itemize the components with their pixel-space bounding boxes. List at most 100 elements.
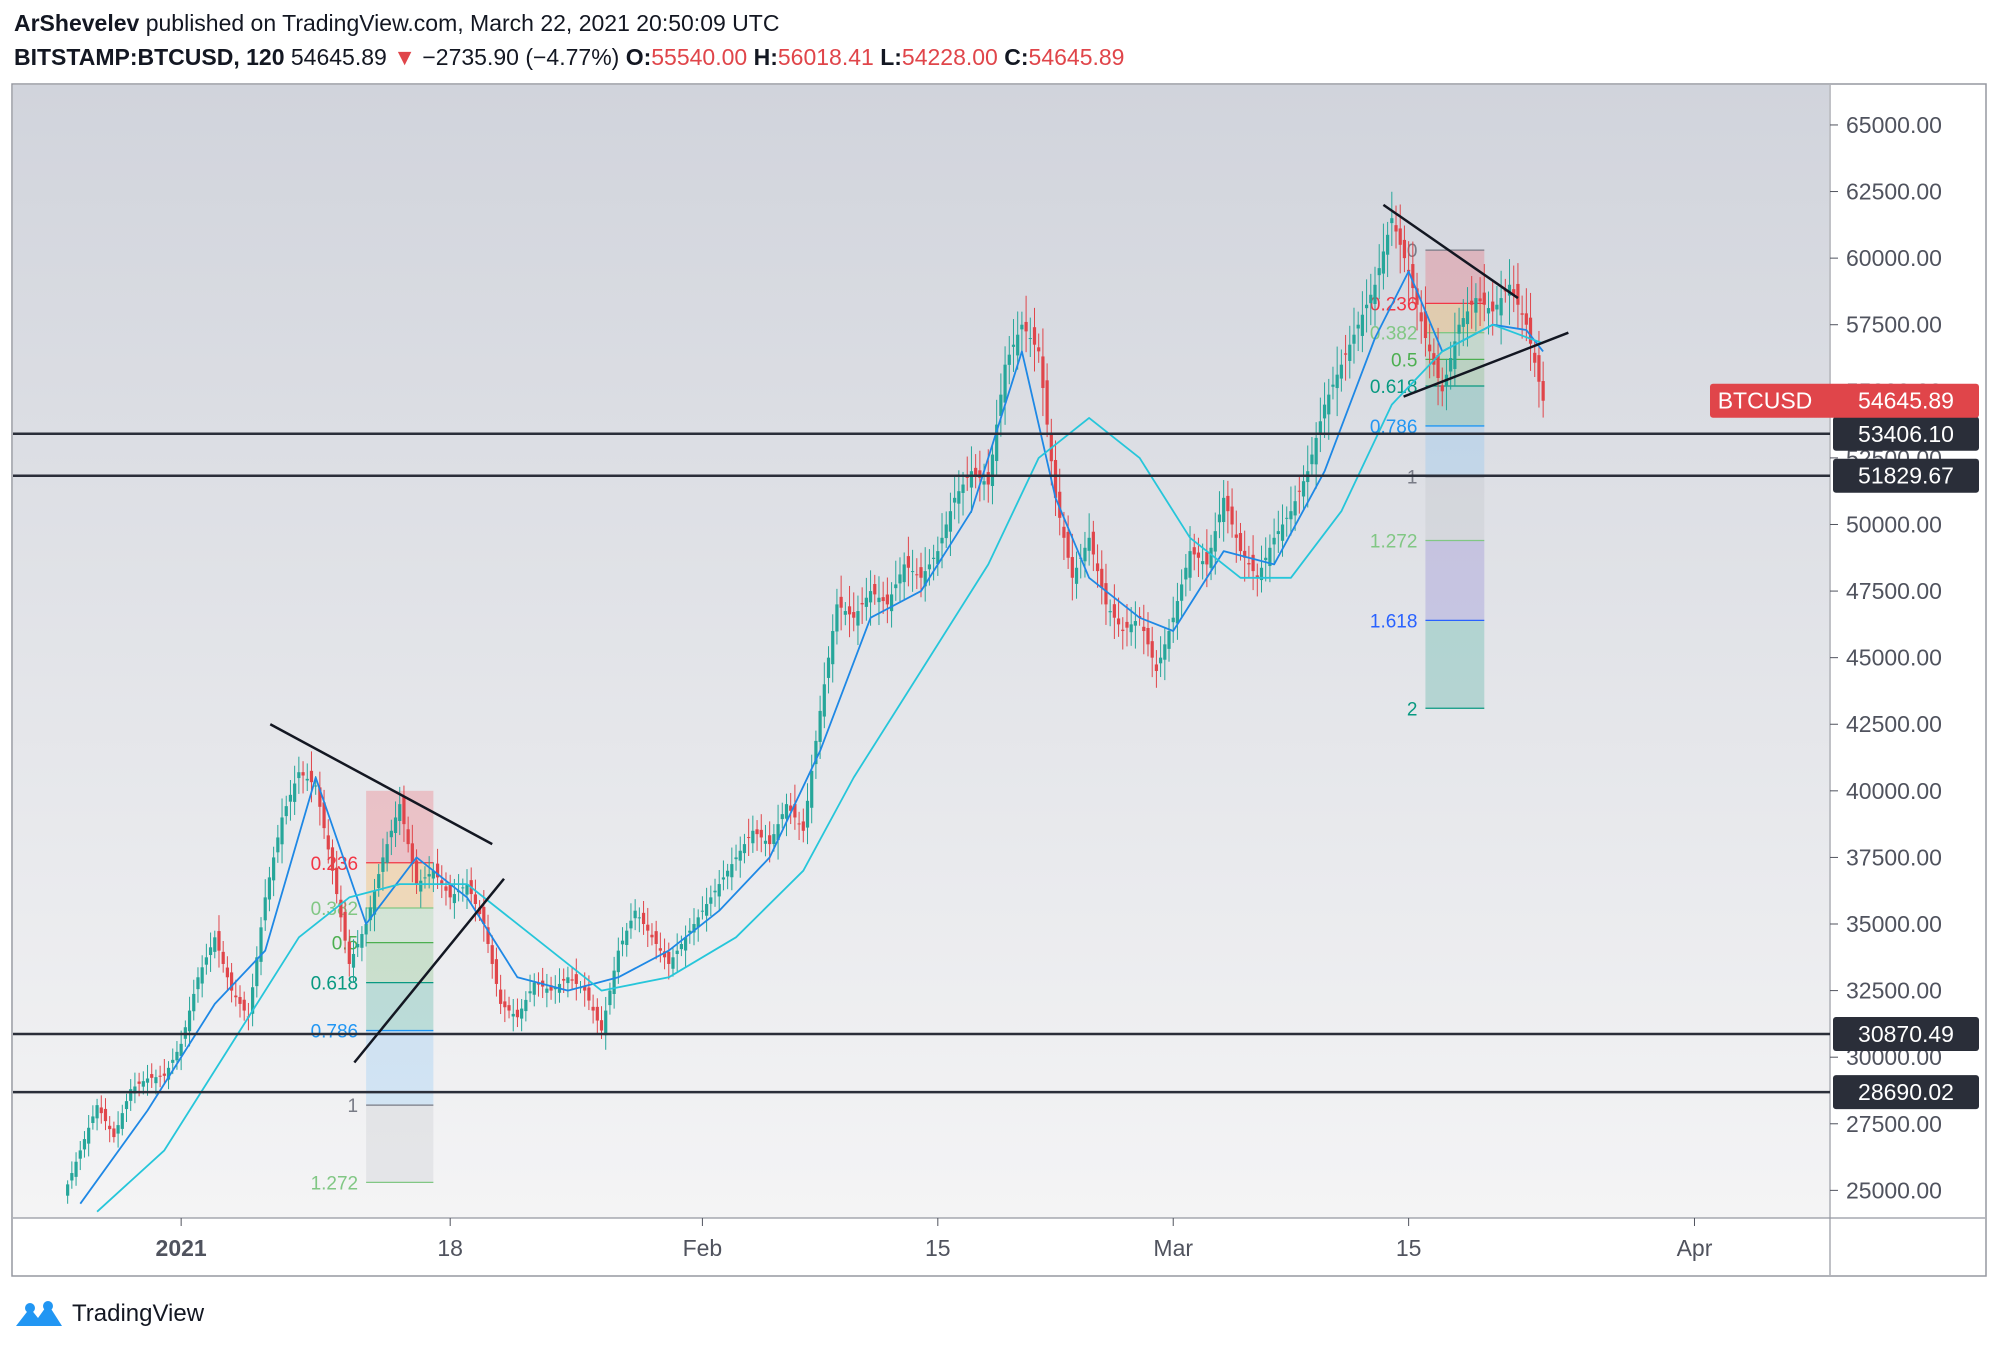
candle-body xyxy=(1486,308,1491,314)
candle-body xyxy=(881,597,885,602)
candle-body xyxy=(662,951,667,958)
candle xyxy=(1386,221,1390,278)
candle xyxy=(318,771,322,826)
candle xyxy=(448,874,452,910)
candle xyxy=(662,938,667,970)
candle xyxy=(969,446,974,513)
candle xyxy=(444,872,448,906)
candle xyxy=(112,1121,116,1143)
brand-name[interactable]: TradingView xyxy=(72,1300,205,1327)
fib-level-label: 0.5 xyxy=(1391,350,1417,371)
time-axis[interactable]: 2021 18 Feb 15 Mar 15 Apr xyxy=(156,1218,1713,1261)
candle xyxy=(738,836,742,878)
candle-body xyxy=(1293,501,1297,516)
candle xyxy=(1053,440,1058,517)
author-name[interactable]: ArShevelev xyxy=(14,10,140,36)
candle xyxy=(1474,283,1478,332)
candle-body xyxy=(831,631,835,665)
candle-body xyxy=(742,844,747,854)
candle xyxy=(667,942,671,980)
candle xyxy=(1087,513,1091,566)
candle-body xyxy=(650,934,654,938)
candle xyxy=(1428,323,1432,379)
candle xyxy=(801,808,805,843)
candle-body xyxy=(1264,557,1268,561)
candle xyxy=(389,819,393,856)
horizontal-levels[interactable] xyxy=(13,432,1830,1094)
candle-body xyxy=(1440,385,1444,392)
candle xyxy=(1238,522,1243,561)
candle xyxy=(889,582,894,628)
candle xyxy=(494,947,499,997)
candle-body xyxy=(1352,334,1356,344)
candle-body xyxy=(683,937,688,951)
candle-body xyxy=(133,1086,137,1094)
candle xyxy=(1495,285,1499,325)
candle-body xyxy=(1251,554,1255,572)
tradingview-logo-icon[interactable] xyxy=(14,1300,64,1328)
price-axis[interactable]: 25000.0027500.0030000.0032500.0035000.00… xyxy=(1830,112,1942,1203)
x-tick-label: 15 xyxy=(1396,1235,1422,1261)
level-tag-value: 28690.02 xyxy=(1858,1079,1954,1105)
candle xyxy=(1528,292,1533,371)
candle xyxy=(856,595,860,646)
candle-body xyxy=(162,1073,166,1076)
candle xyxy=(608,982,612,1015)
candle xyxy=(82,1131,87,1158)
candle-body xyxy=(503,1001,507,1008)
moving-averages xyxy=(79,270,1544,1213)
candle xyxy=(1318,397,1322,453)
candle-body xyxy=(473,894,478,905)
candle-body xyxy=(969,471,974,488)
y-tick-label: 32500.00 xyxy=(1846,978,1942,1004)
candle xyxy=(1348,325,1352,379)
candle xyxy=(822,662,826,729)
trendline[interactable] xyxy=(269,723,493,846)
trendlines[interactable] xyxy=(269,203,1569,1064)
candle-body xyxy=(1201,561,1205,565)
candle-body xyxy=(272,857,276,881)
trendline[interactable] xyxy=(1403,331,1569,398)
candle xyxy=(1167,618,1171,662)
candle xyxy=(755,820,759,851)
candle-body xyxy=(910,571,915,573)
candle xyxy=(150,1063,154,1088)
candle xyxy=(1331,366,1335,400)
candle-body xyxy=(431,870,435,879)
candle-body xyxy=(721,877,726,880)
candle-body xyxy=(499,989,503,1004)
candle-body xyxy=(326,835,330,850)
candle xyxy=(267,866,272,912)
candle-body xyxy=(314,785,318,787)
candle-body xyxy=(835,604,839,632)
candle xyxy=(524,991,528,1022)
candle-body xyxy=(1205,552,1209,565)
candle-body xyxy=(1512,289,1516,295)
candle-body xyxy=(784,804,789,819)
high-value: 56018.41 xyxy=(777,44,874,70)
candle xyxy=(990,444,995,505)
candle xyxy=(1116,597,1121,637)
candle-body xyxy=(805,800,810,828)
symbol-label[interactable]: BITSTAMP:BTCUSD, 120 xyxy=(14,44,285,70)
candle-body xyxy=(553,987,557,990)
price-change: −2735.90 (−4.77%) xyxy=(422,44,620,70)
trendline[interactable] xyxy=(1382,203,1519,300)
fib-level-label: 0.236 xyxy=(1370,294,1418,315)
candle xyxy=(133,1072,137,1104)
candle-body xyxy=(465,884,469,895)
y-tick-label: 60000.00 xyxy=(1846,245,1942,271)
candle-body xyxy=(91,1116,95,1124)
candle-body xyxy=(1491,301,1495,312)
candle xyxy=(251,973,255,1027)
candle-body xyxy=(982,481,986,485)
candle xyxy=(898,557,902,603)
candle-body xyxy=(1377,268,1381,276)
candle xyxy=(696,909,700,942)
open-label: O: xyxy=(625,44,652,70)
trendline[interactable] xyxy=(353,877,505,1064)
candle-body xyxy=(843,611,847,615)
candle-body xyxy=(696,917,700,928)
last-price-symbol: BTCUSD xyxy=(1718,388,1813,414)
